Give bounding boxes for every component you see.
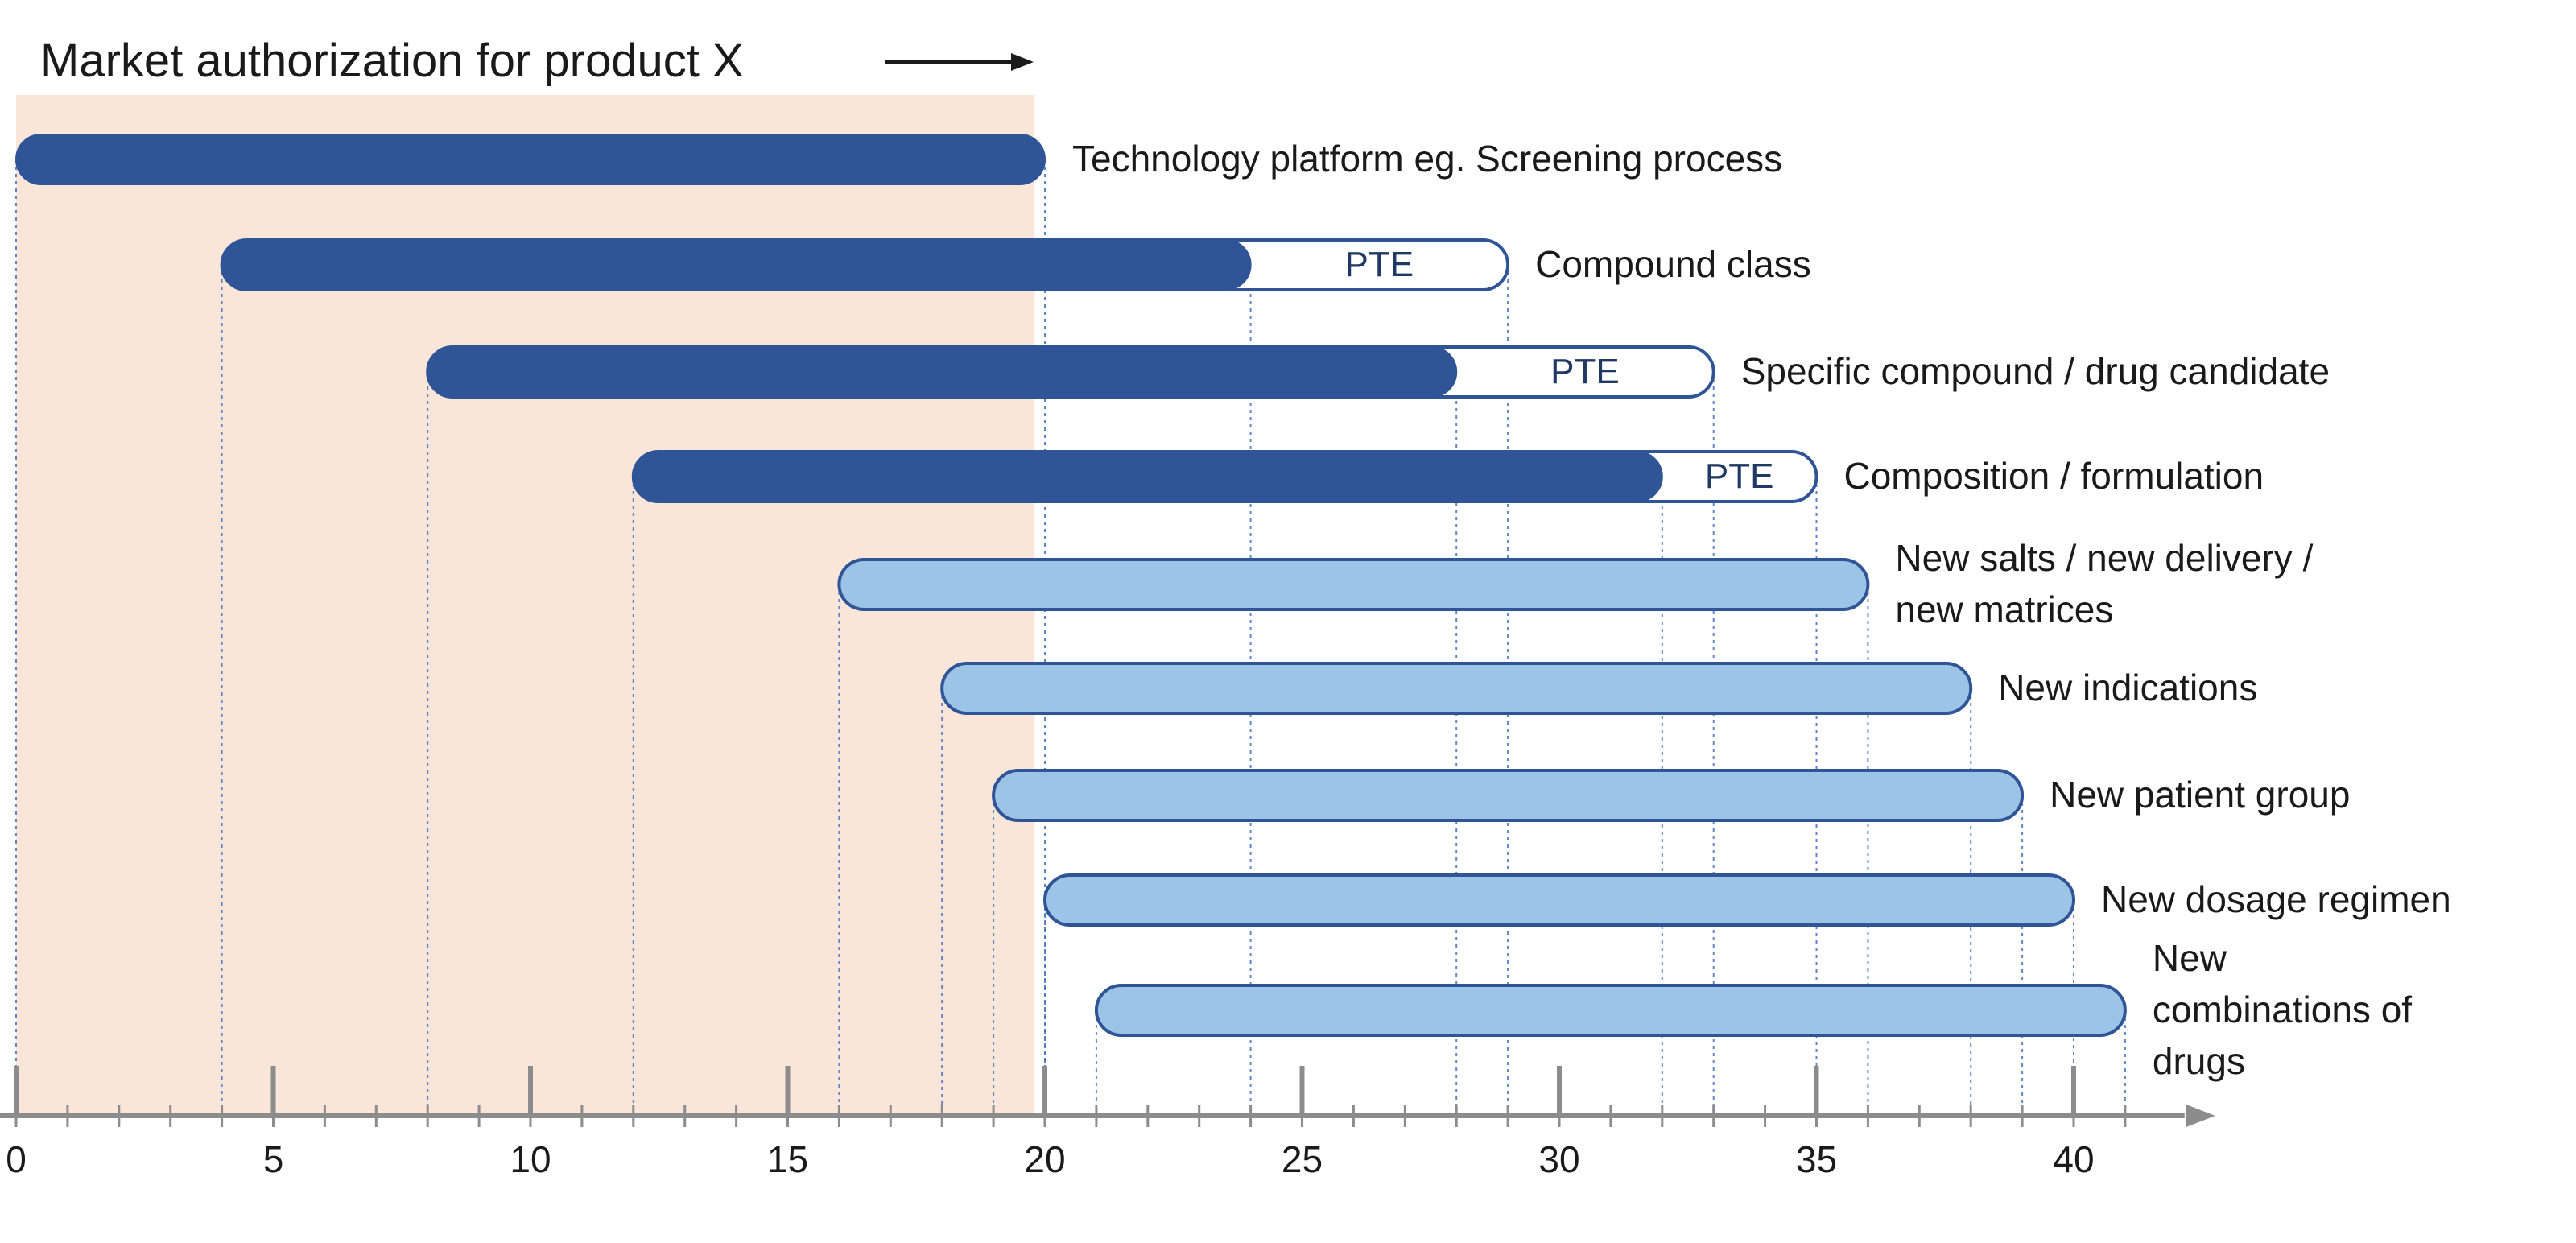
secondary-protection-bar [1094,984,2127,1037]
bar-label: New indications [1998,667,2257,708]
protection-bar [221,239,1252,291]
bar-label: Technology platform eg. Screening proces… [1072,138,1782,180]
timeline-bar-group [992,769,2025,822]
x-tick-label: 40 [2053,1138,2094,1180]
x-tick-label: 10 [510,1138,551,1180]
chart-title: Market authorization for product X [40,35,744,87]
x-tick-label: 35 [1796,1138,1837,1180]
timeline-bar-group [1043,873,2075,927]
x-tick-label: 20 [1024,1138,1065,1180]
protection-bar [15,134,1046,185]
timeline-bar-group [940,662,1973,715]
timeline-bar-group [1094,984,2127,1037]
bar-label: New dosage regimen [2101,878,2451,920]
pte-label: PTE [1705,456,1774,496]
bar-label: Specific compound / drug candidate [1741,350,2330,392]
timeline-bar-group: PTE [631,450,1818,503]
x-axis-arrowhead [2186,1105,2215,1127]
secondary-protection-bar [1043,873,2075,927]
x-tick-label: 25 [1282,1138,1323,1180]
bars-layer: PTE PTE PTE [15,134,2127,1037]
bar-labels-layer: Technology platform eg. Screening proces… [1072,138,2451,1082]
bar-label: New combinations of drugs [2153,937,2412,1082]
bar-label: New patient group [2050,774,2350,816]
timeline-bar-group: PTE [426,345,1715,399]
secondary-protection-bar [837,558,1870,611]
x-tick-label: 30 [1538,1138,1579,1180]
pte-label: PTE [1550,352,1620,391]
timeline-bar-group [15,134,1046,185]
bar-label: New salts / new delivery / new matrices [1895,537,2313,630]
title-arrow [886,53,1034,71]
timeline-bar-group [837,558,1870,611]
protection-bar [632,451,1663,502]
x-tick-label: 0 [6,1138,27,1180]
x-tick-label: 15 [767,1138,808,1180]
pte-label: PTE [1345,245,1414,284]
timeline-bar-group: PTE [220,238,1510,291]
secondary-protection-bar [940,662,1973,715]
x-axis: 0 5 10 15 20 25 30 35 40 [0,1066,2215,1180]
bar-label: Composition / formulation [1844,455,2264,497]
bar-label: Compound class [1535,243,1811,285]
protection-bar [427,346,1458,398]
x-tick-label: 5 [263,1138,284,1180]
secondary-protection-bar [992,769,2025,822]
